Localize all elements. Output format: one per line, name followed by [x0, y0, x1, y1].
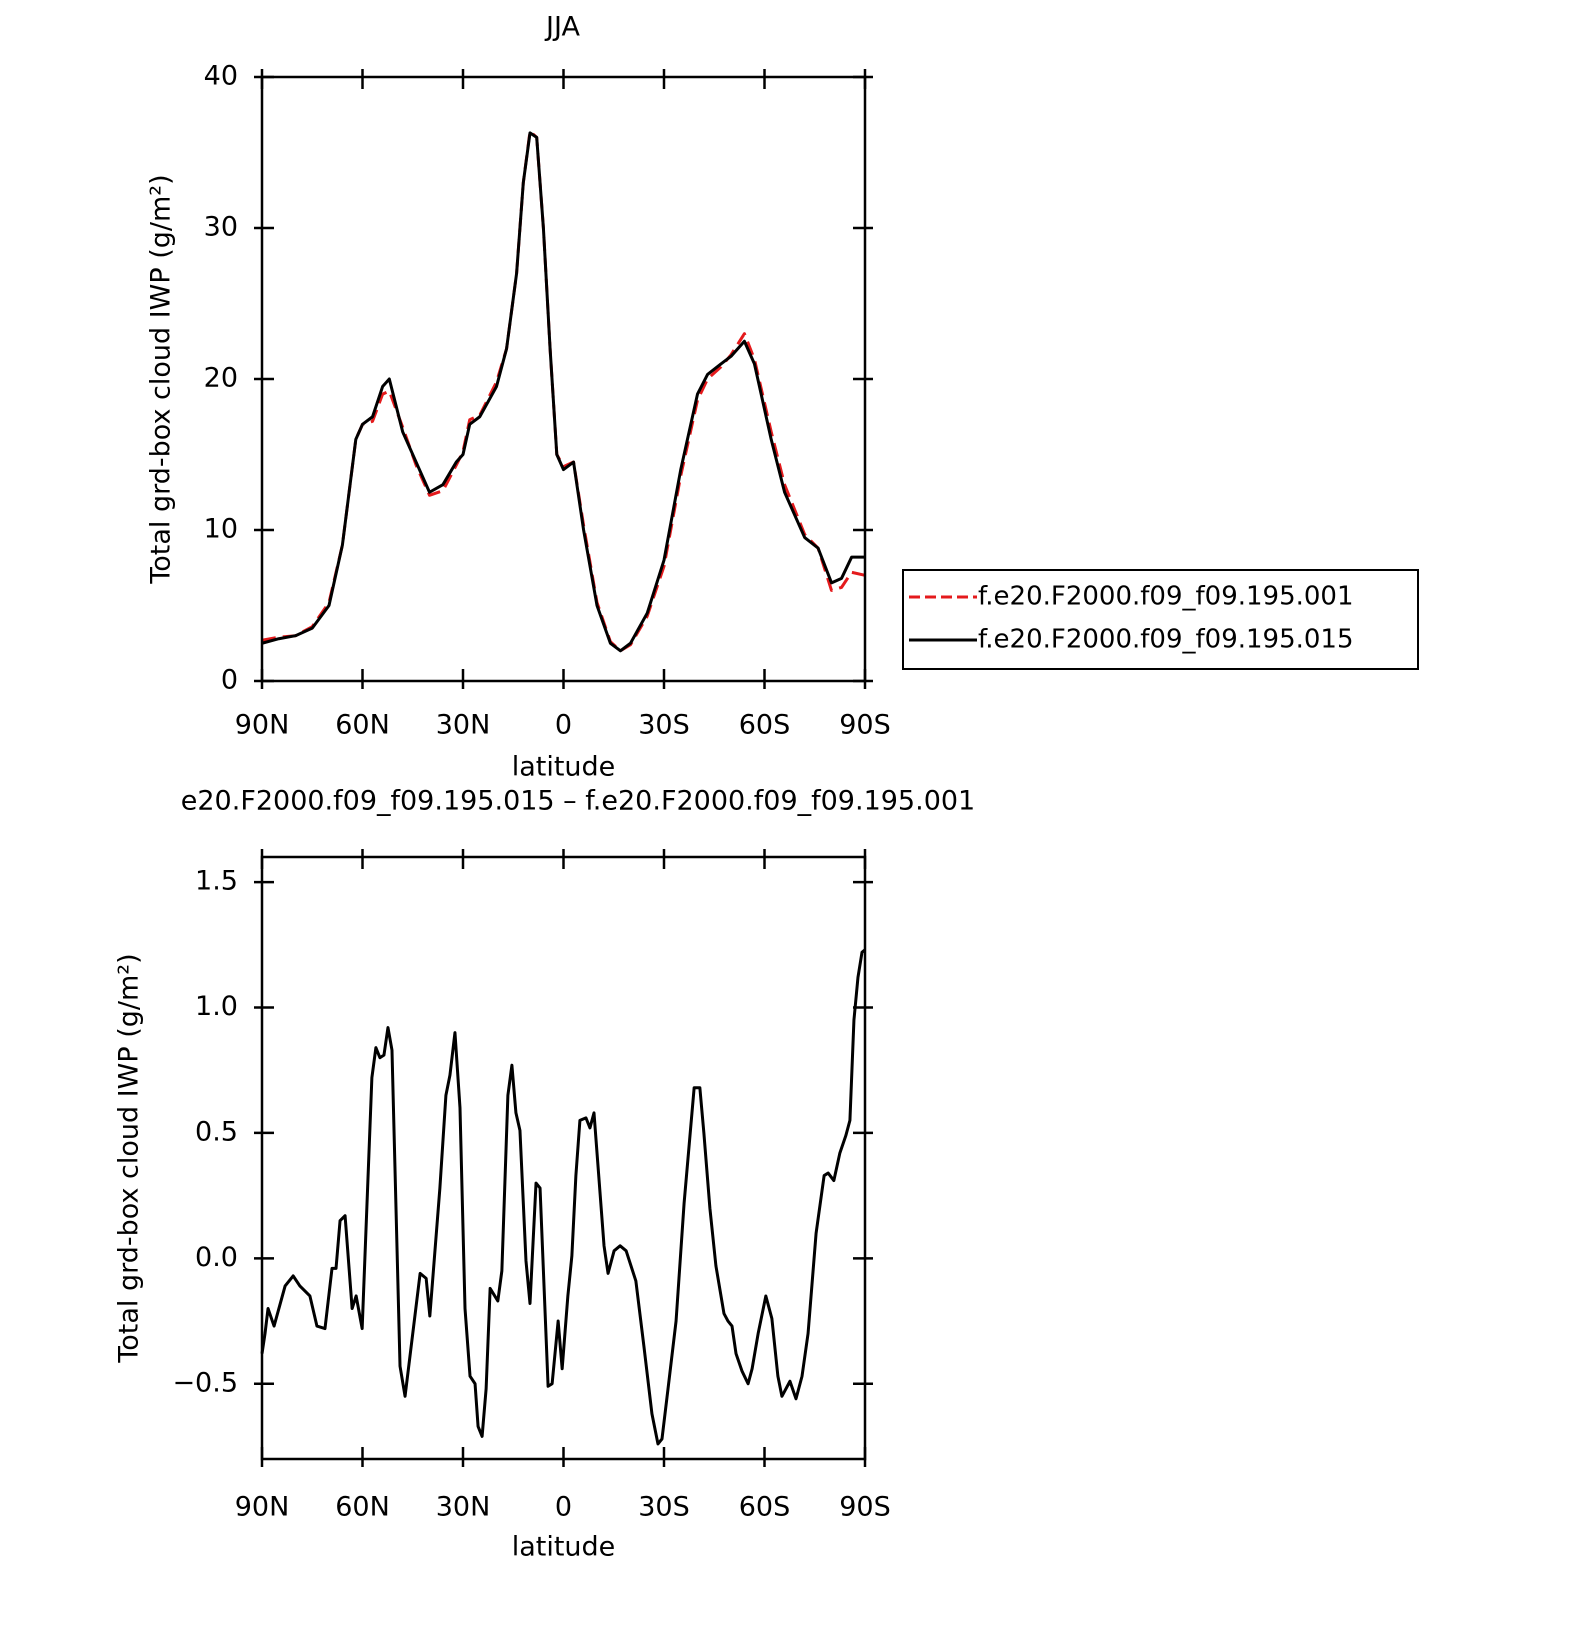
y-axis-label: Total grd-box cloud IWP (g/m²)	[114, 953, 145, 1363]
y-axis-label: Total grd-box cloud IWP (g/m²)	[146, 174, 177, 584]
x-axis-label: latitude	[512, 1532, 616, 1563]
y-tick-label: 1.5	[195, 866, 238, 897]
x-tick-label: 90S	[839, 1492, 891, 1523]
y-tick-label: 30	[204, 212, 238, 243]
x-tick-label: 30N	[436, 1492, 491, 1523]
chart-title: e20.F2000.f09_f09.195.015 – f.e20.F2000.…	[181, 786, 975, 817]
x-tick-label: 90N	[235, 710, 290, 741]
x-tick-label: 30S	[638, 710, 690, 741]
x-tick-label: 30S	[638, 1492, 690, 1523]
x-tick-label: 60N	[335, 710, 390, 741]
x-axis-label: latitude	[512, 752, 616, 783]
x-tick-label: 90S	[839, 710, 891, 741]
x-tick-label: 90N	[235, 1492, 290, 1523]
legend-box	[902, 569, 1419, 670]
y-tick-label: 40	[204, 61, 238, 92]
x-tick-label: 30N	[436, 710, 491, 741]
plot-frame	[260, 855, 867, 1461]
data-line	[260, 948, 866, 1446]
x-tick-label: 0	[555, 1492, 572, 1523]
y-tick-label: 1.0	[195, 991, 238, 1022]
x-tick-label: 60S	[739, 1492, 791, 1523]
chart-title: JJA	[544, 12, 580, 43]
legend-label: f.e20.F2000.f09_f09.195.015	[978, 625, 1354, 655]
data-line	[261, 131, 865, 653]
y-tick-label: 10	[204, 514, 238, 545]
legend-label: f.e20.F2000.f09_f09.195.001	[978, 582, 1354, 612]
y-tick-label: 0	[221, 665, 238, 696]
plot-frame	[260, 75, 867, 683]
y-tick-label: 0.0	[195, 1242, 238, 1273]
x-tick-label: 60N	[335, 1492, 390, 1523]
y-tick-label: 20	[204, 363, 238, 394]
data-line	[261, 129, 866, 653]
x-tick-label: 0	[555, 710, 572, 741]
y-tick-label: 0.5	[195, 1116, 238, 1147]
y-tick-label: −0.5	[172, 1367, 238, 1398]
x-tick-label: 60S	[739, 710, 791, 741]
